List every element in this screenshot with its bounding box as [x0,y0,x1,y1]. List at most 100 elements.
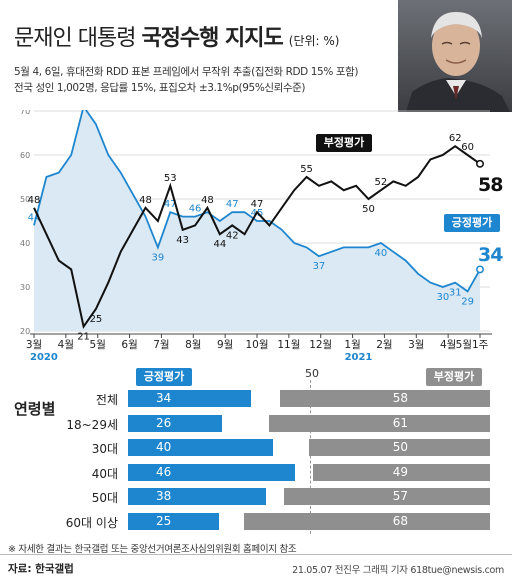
positive-bar-value: 26 [156,415,172,430]
positive-point-label: 44 [28,212,41,223]
positive-point-label: 47 [226,199,239,210]
age-row-label: 전체 [95,393,118,407]
negative-point-label: 60 [461,142,474,153]
positive-line [33,110,481,293]
negative-point-label: 43 [176,235,189,246]
x-tick-label: 5월 [90,339,106,351]
footer-divider [0,554,512,555]
year-label-2021: 2021 [345,352,373,360]
y-tick-label: 30 [20,283,30,292]
age-row-label: 50대 [91,491,118,505]
x-tick-label: 1월 [344,339,360,351]
x-tick-label: 2월 [376,339,392,351]
year-label-2020: 2020 [30,352,58,360]
negative-point-label: 21 [77,332,90,343]
age-row-bars: 25 68 [128,512,490,530]
negative-point-label: 53 [164,173,177,184]
negative-bar: 49 [312,463,490,481]
age-row-label: 18~29세 [66,417,118,432]
x-tick-label: 9월 [217,339,233,351]
title-part-2: 국정수행 지지도 [141,26,283,51]
source-label: 자료: 한국갤럽 [8,563,74,575]
negative-bar-value: 57 [392,489,408,503]
y-tick-label: 70 [20,110,30,116]
negative-bar-value: 68 [392,513,408,528]
title-unit: (단위: %) [288,34,340,48]
negative-point-label: 48 [28,195,41,206]
positive-bar: 26 [128,414,223,432]
negative-bar: 57 [283,488,490,505]
negative-point-label: 50 [362,204,375,215]
y-tick-label: 40 [20,239,30,248]
positive-series-tag: 긍정평가 [444,214,500,232]
positive-bar: 46 [128,463,295,481]
age-section-title: 연령별 [14,400,56,418]
age-midline [310,380,311,534]
age-row-bars: 34 58 [128,390,490,407]
x-tick-label: 11월 [277,339,300,351]
negative-point-label: 42 [226,230,239,241]
positive-bar-value: 34 [156,391,172,405]
negative-bar-value: 61 [392,415,408,430]
positive-end-point [476,265,484,274]
x-tick-label: 3월 [408,339,424,351]
age-row-bars: 26 61 [128,414,490,432]
x-tick-label: 10월 [245,339,268,351]
approval-line-chart: 2030405060704471394746474537403031294821… [20,110,492,360]
positive-point-label: 39 [152,252,165,263]
positive-end-value: 34 [478,244,503,266]
x-tick-label: 8월 [185,339,201,351]
x-tick-label: 4월 [58,339,74,351]
positive-area [34,110,480,331]
negative-line [33,144,481,330]
positive-point-label: 29 [461,296,474,307]
negative-bar-value: 50 [392,440,408,454]
age-row-label: 40대 [91,466,118,481]
positive-bar: 34 [128,390,252,407]
positive-bar-value: 40 [156,440,172,454]
age-row-label: 60대 이상 [65,515,118,530]
negative-point-label: 52 [375,177,388,188]
y-tick-label: 60 [20,151,30,160]
page-title: 문재인 대통령 국정수행 지지도 (단위: %) [14,20,340,52]
age-negative-tag: 부정평가 [426,368,482,386]
age-row-bars: 40 50 [128,439,490,456]
president-photo [398,0,512,112]
positive-point-label: 31 [449,288,462,299]
survey-meta-line-2: 전국 성인 1,002명, 응답률 15%, 표집오차 ±3.1%p(95%신뢰… [14,82,306,94]
positive-bar-value: 46 [156,464,172,479]
positive-point-label: 30 [436,292,449,303]
title-part-1: 문재인 대통령 [14,26,136,51]
positive-point-label: 40 [375,248,388,259]
negative-point-label: 55 [300,164,313,175]
negative-bar: 50 [309,439,490,456]
negative-bar-value: 49 [392,464,408,479]
x-tick-label: 5월1주 [456,339,489,351]
negative-point-label: 44 [213,239,226,250]
x-tick-label: 6월 [121,339,137,351]
age-midline-label: 50 [305,367,319,380]
credit-label: 21.05.07 전진우 그래픽 기자 618tue@newsis.com [292,565,504,576]
negative-bar: 61 [269,414,490,432]
negative-end-point [476,159,484,168]
negative-point-label: 25 [90,314,103,325]
survey-meta-line-1: 5월 4, 6일, 휴대전화 RDD 표본 프레임에서 무작위 추출(집전화 R… [14,66,359,78]
x-tick-label: 4월 [440,339,456,351]
negative-bar-value: 58 [392,391,408,405]
negative-point-label: 48 [201,195,214,206]
positive-bar-value: 38 [156,489,172,503]
negative-end-value: 58 [478,174,503,196]
y-tick-label: 50 [20,195,30,204]
positive-bar-value: 25 [156,513,172,528]
x-tick-label: 12월 [309,339,332,351]
footnote: ※ 자세한 결과는 한국갤럽 또는 중앙선거여론조사심의위원회 홈페이지 참조 [8,544,297,555]
positive-bar: 40 [128,439,273,456]
x-tick-label: 7월 [153,339,169,351]
age-row-label: 30대 [91,442,118,456]
negative-bar: 68 [243,512,490,530]
positive-point-label: 47 [164,199,177,210]
y-tick-label: 20 [20,327,30,336]
positive-point-label: 37 [313,261,326,272]
age-positive-tag: 긍정평가 [136,368,192,386]
negative-series-tag: 부정평가 [316,134,372,152]
